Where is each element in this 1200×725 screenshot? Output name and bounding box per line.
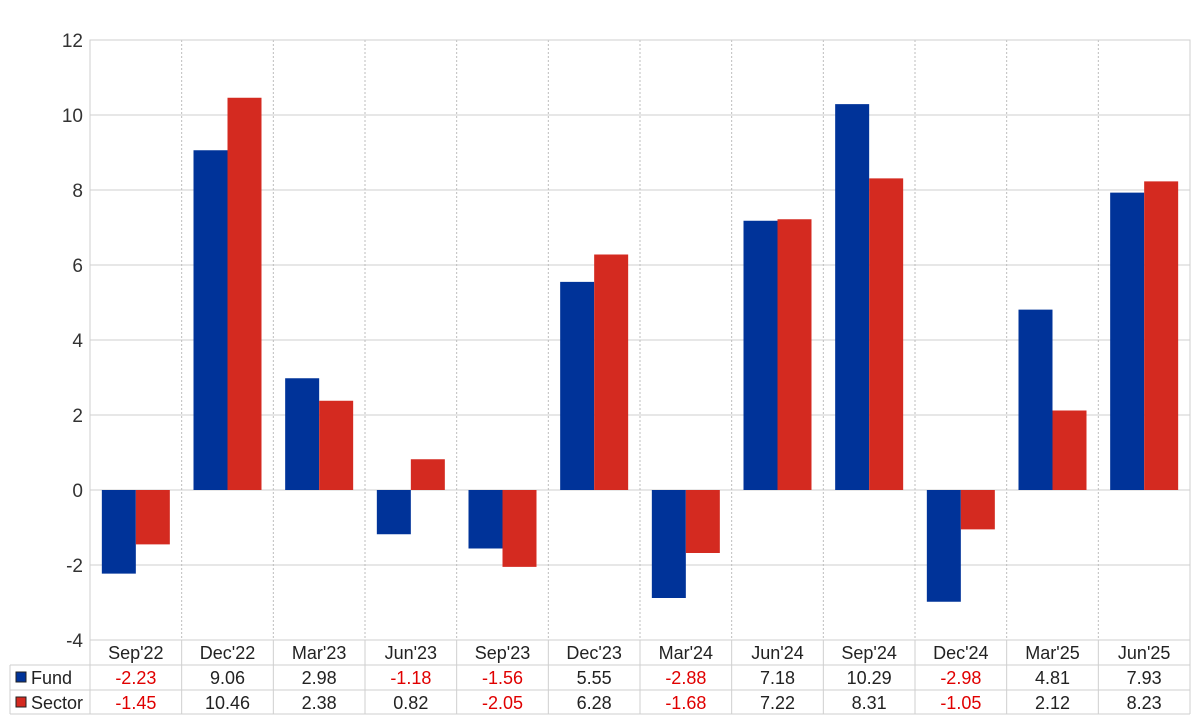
y-tick-label: 10	[62, 106, 83, 127]
x-tick-label: Jun'23	[385, 643, 437, 663]
y-tick-label: 2	[72, 406, 83, 427]
bar-sector	[685, 490, 720, 553]
x-tick-label: Mar'25	[1025, 643, 1079, 663]
y-tick-label: 12	[62, 31, 83, 52]
y-tick-label: 0	[72, 481, 83, 502]
y-tick-label: 8	[72, 181, 83, 202]
x-tick-label: Sep'22	[108, 643, 164, 663]
bar-sector	[777, 219, 812, 490]
axis-layer: -4 -2 0 2 4 6 8 10 12	[62, 31, 84, 652]
bar-sector	[319, 400, 354, 490]
bar-sector	[135, 490, 170, 545]
data-label-fund: -1.18	[390, 668, 431, 688]
data-label-fund: 10.29	[847, 668, 892, 688]
x-tick-label: Dec'23	[566, 643, 621, 663]
x-tick-label: Mar'23	[292, 643, 346, 663]
legend-label-fund: Fund	[31, 668, 72, 688]
data-label-fund: 7.18	[760, 668, 795, 688]
bar-fund	[193, 150, 228, 490]
data-label-fund: -2.88	[665, 668, 706, 688]
data-label-fund: 5.55	[577, 668, 612, 688]
x-tick-label: Jun'25	[1118, 643, 1170, 663]
data-label-fund: 7.93	[1127, 668, 1162, 688]
data-label-fund: 9.06	[210, 668, 245, 688]
data-label-sector: 2.12	[1035, 693, 1070, 713]
x-tick-label: Jun'24	[751, 643, 803, 663]
data-label-sector: 10.46	[205, 693, 250, 713]
y-tick-label: 6	[72, 256, 83, 277]
data-label-sector: -2.05	[482, 693, 523, 713]
bar-sector	[227, 97, 262, 490]
x-tick-label: Mar'24	[659, 643, 713, 663]
bar-sector	[1144, 181, 1179, 490]
data-table: Sep'22 Dec'22 Mar'23 Jun'23 Sep'23 Dec'23 Mar'…	[9, 640, 1191, 715]
bar-sector	[960, 490, 995, 530]
data-label-sector: 6.28	[577, 693, 612, 713]
data-label-sector: -1.68	[665, 693, 706, 713]
data-label-sector: 2.38	[302, 693, 337, 713]
y-tick-label: 4	[72, 331, 83, 352]
data-label-sector: -1.05	[940, 693, 981, 713]
x-tick-label: Dec'22	[200, 643, 255, 663]
grid-layer	[89, 39, 1191, 641]
data-label-fund: 4.81	[1035, 668, 1070, 688]
bar-fund	[1018, 309, 1053, 490]
bar-fund	[651, 490, 686, 598]
bar-sector	[410, 459, 445, 490]
bar-fund	[468, 490, 503, 549]
data-label-sector: 8.31	[852, 693, 887, 713]
legend-label-sector: Sector	[31, 693, 83, 713]
bar-sector	[869, 178, 904, 490]
bar-sector	[502, 490, 537, 567]
bar-fund	[101, 490, 136, 574]
data-label-sector: 0.82	[393, 693, 428, 713]
data-label-sector: 8.23	[1127, 693, 1162, 713]
y-tick-label: -2	[66, 556, 83, 577]
bar-fund	[560, 281, 595, 490]
bar-fund	[376, 490, 411, 535]
bar-fund	[926, 490, 961, 602]
data-label-fund: 2.98	[302, 668, 337, 688]
bars-layer	[101, 97, 1179, 602]
x-tick-label: Sep'24	[841, 643, 897, 663]
bar-sector	[1052, 410, 1087, 490]
y-tick-label: -4	[66, 631, 83, 652]
data-label-sector: 7.22	[760, 693, 795, 713]
x-tick-label: Sep'23	[475, 643, 531, 663]
bar-fund	[743, 220, 778, 490]
x-tick-label: Dec'24	[933, 643, 988, 663]
bar-fund	[1110, 192, 1145, 490]
data-label-fund: -2.98	[940, 668, 981, 688]
data-label-fund: -2.23	[115, 668, 156, 688]
data-label-fund: -1.56	[482, 668, 523, 688]
bar-fund	[285, 378, 320, 490]
data-label-sector: -1.45	[115, 693, 156, 713]
legend-swatch-fund	[15, 671, 27, 683]
bar-sector	[594, 254, 629, 490]
bar-fund	[835, 104, 870, 490]
legend-swatch-sector	[15, 696, 27, 708]
